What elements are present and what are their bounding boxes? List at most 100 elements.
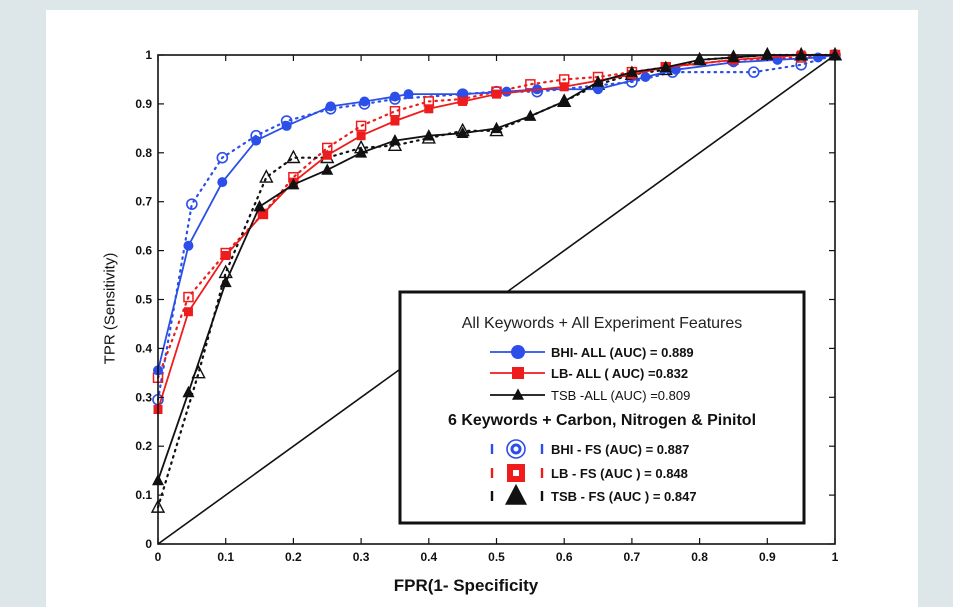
y-tick-label: 0.9 <box>135 97 152 111</box>
legend-entry-2-label: LB- ALL ( AUC) =0.832 <box>551 366 688 381</box>
y-tick-label: 0.2 <box>135 439 152 453</box>
series-1-point <box>593 84 604 95</box>
series-3-point <box>182 385 195 398</box>
series-1-point <box>281 120 292 131</box>
legend-entry-6: TSB - FS (AUC ) = 0.847 <box>490 483 697 505</box>
series-1-point <box>501 86 512 97</box>
series-3-point <box>829 48 841 60</box>
legend-entry-2: LB- ALL ( AUC) =0.832 <box>490 366 688 381</box>
series-4-line <box>156 53 837 401</box>
series-2-point <box>221 250 231 260</box>
series-2-point <box>424 104 434 114</box>
series-3-point <box>659 60 672 73</box>
legend-entry-4-marker-inner <box>510 443 522 455</box>
series-3-point <box>456 126 469 139</box>
series-3-point <box>219 275 232 288</box>
legend-entry-3: TSB -ALL (AUC) =0.809 <box>490 388 690 403</box>
legend-entry-6-marker <box>505 483 527 505</box>
series-1-point <box>217 177 228 188</box>
legend: All Keywords + All Experiment Features 6 … <box>398 290 806 525</box>
series-3-point <box>490 121 503 134</box>
series-5-point <box>355 120 367 132</box>
series-6-point <box>286 149 301 164</box>
series-1-point <box>325 101 336 112</box>
series-1-point <box>640 72 651 83</box>
series-3-point <box>253 199 266 212</box>
legend-entry-4: BHI - FS (AUC) = 0.887 <box>490 439 689 459</box>
series-4-point <box>747 66 760 78</box>
legend-entry-4-label: BHI - FS (AUC) = 0.887 <box>551 442 689 457</box>
series-1-point <box>183 240 194 251</box>
y-tick-label: 0.7 <box>135 195 152 209</box>
series-5-point <box>389 105 401 117</box>
y-tick-label: 0 <box>145 537 152 551</box>
series-3-point <box>422 129 435 141</box>
legend-heading-2: 6 Keywords + Carbon, Nitrogen & Pinitol <box>448 412 756 429</box>
series-2-point <box>390 116 400 126</box>
series-1-point <box>251 135 262 146</box>
series-3-point <box>558 94 571 107</box>
series-1-point <box>457 89 468 100</box>
y-tick-label: 0.4 <box>135 341 152 355</box>
series-1-point <box>389 91 400 102</box>
series-1-point <box>359 96 370 107</box>
legend-entry-3-marker <box>512 388 524 400</box>
legend-box <box>398 290 806 525</box>
series-3-point <box>355 146 368 158</box>
series-2-point <box>322 150 332 160</box>
y-axis-label: TPR (Sensitivity) <box>101 252 119 365</box>
series-3-point <box>625 65 638 77</box>
series-1-point <box>813 52 824 63</box>
y-tick-label: 1 <box>145 48 152 62</box>
roc-chart: 0 0.1 0.2 0.3 0.4 0.5 0.6 0.7 0.8 0.9 1 0 0.1 0.2 0.3 0… <box>135 46 843 564</box>
series-3-point <box>524 109 537 121</box>
y-tick-label: 0.8 <box>135 146 152 160</box>
x-tick-label: 1 <box>832 550 839 564</box>
legend-entry-3-label: TSB -ALL (AUC) =0.809 <box>551 388 690 403</box>
series-3-point <box>795 48 808 60</box>
series-2-point <box>183 307 193 317</box>
series-4-point <box>186 198 198 210</box>
series-3-point <box>727 50 740 63</box>
x-tick-label: 0.7 <box>624 550 641 564</box>
series-3-point <box>321 163 334 175</box>
series-3-point <box>761 48 774 60</box>
y-tick-label: 0.6 <box>135 244 152 258</box>
series-3-point <box>287 177 300 190</box>
x-tick-label: 0.1 <box>217 550 234 564</box>
x-tick-label: 0.8 <box>691 550 708 564</box>
series-6-point <box>259 169 274 183</box>
x-tick-label: 0.6 <box>556 550 573 564</box>
legend-entry-1: BHI- ALL (AUC) = 0.889 <box>490 345 694 360</box>
figure-panel: 0 0.1 0.2 0.3 0.4 0.5 0.6 0.7 0.8 0.9 1 0 0.1 0.2 0.3 0… <box>46 10 918 607</box>
series-2-point <box>458 96 468 106</box>
legend-entry-2-marker <box>512 367 524 379</box>
x-tick-label: 0.3 <box>353 550 370 564</box>
legend-entry-5-marker-inner <box>513 470 519 476</box>
legend-entry-1-label: BHI- ALL (AUC) = 0.889 <box>551 345 694 360</box>
series-2-point <box>559 82 569 92</box>
series-3-point <box>388 133 401 146</box>
axes-layer: 0 0.1 0.2 0.3 0.4 0.5 0.6 0.7 0.8 0.9 1 0 0.1 0.2 0.3 0… <box>135 48 838 564</box>
y-tick-label: 0.1 <box>135 488 152 502</box>
legend-entry-4-marker <box>506 439 526 459</box>
x-tick-label: 0.5 <box>488 550 505 564</box>
x-tick-label: 0 <box>155 550 162 564</box>
x-tick-label: 0.2 <box>285 550 302 564</box>
y-tick-label: 0.3 <box>135 390 152 404</box>
series-2-point <box>356 131 366 141</box>
series-4-point <box>216 151 229 164</box>
legend-entry-5: LB - FS (AUC ) = 0.848 <box>490 464 688 482</box>
series-2-point <box>258 209 268 219</box>
legend-entry-6-label: TSB - FS (AUC ) = 0.847 <box>551 489 697 504</box>
y-tick-label: 0.5 <box>135 293 152 307</box>
series-2-point <box>492 89 501 99</box>
series-3 <box>152 48 841 486</box>
series-1-point <box>403 89 414 100</box>
x-tick-label: 0.4 <box>420 550 437 564</box>
series-3-point <box>592 75 605 87</box>
series-5-point <box>183 291 194 303</box>
legend-entry-5-label: LB - FS (AUC ) = 0.848 <box>551 466 688 481</box>
legend-entry-1-marker <box>511 345 525 359</box>
legend-heading-1: All Keywords + All Experiment Features <box>462 315 743 332</box>
